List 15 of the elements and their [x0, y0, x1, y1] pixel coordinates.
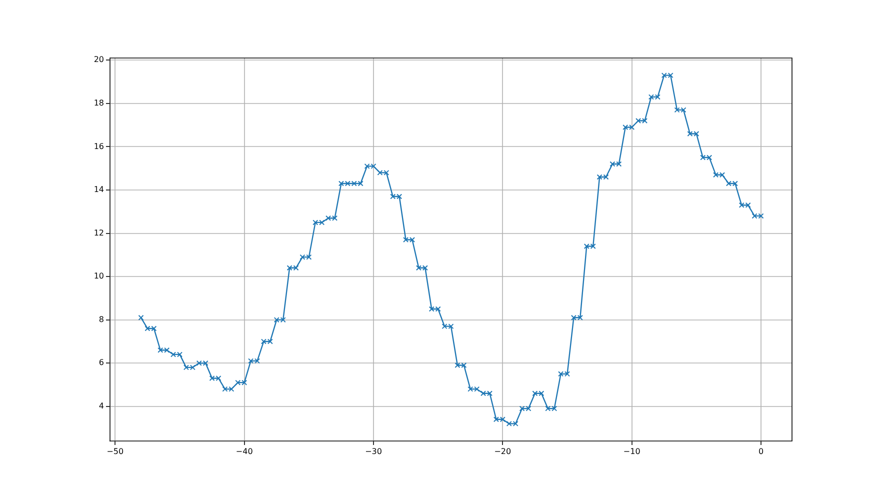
y-tick-label: 4: [98, 401, 104, 410]
x-tick-label: −10: [623, 446, 640, 456]
x-tick-label: −50: [106, 446, 124, 456]
y-tick-label: 6: [98, 358, 104, 368]
y-tick-label: 12: [94, 228, 104, 238]
x-tick-label: 0: [758, 446, 764, 456]
y-tick-label: 16: [94, 142, 104, 151]
x-tick-label: −20: [494, 446, 512, 456]
x-tick-label: −30: [365, 446, 382, 456]
y-tick-label: 10: [94, 272, 104, 281]
y-tick-label: 20: [94, 55, 104, 64]
y-tick-label: 14: [94, 185, 104, 194]
y-tick-label: 18: [94, 98, 104, 108]
y-tick-label: 8: [98, 314, 104, 324]
x-tick-label: −40: [236, 446, 253, 456]
